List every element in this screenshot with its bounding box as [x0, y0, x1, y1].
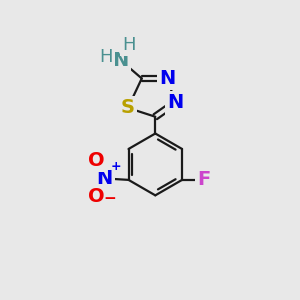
Text: O: O [88, 187, 104, 206]
Text: N: N [160, 69, 176, 88]
Text: H: H [99, 48, 112, 66]
Text: H: H [122, 36, 136, 54]
Text: N: N [167, 93, 183, 112]
Text: −: − [104, 191, 116, 206]
Text: S: S [121, 98, 135, 117]
Text: O: O [88, 151, 104, 170]
Text: N: N [112, 51, 129, 70]
Text: N: N [96, 169, 112, 188]
Text: F: F [197, 170, 211, 189]
Text: +: + [111, 160, 122, 173]
